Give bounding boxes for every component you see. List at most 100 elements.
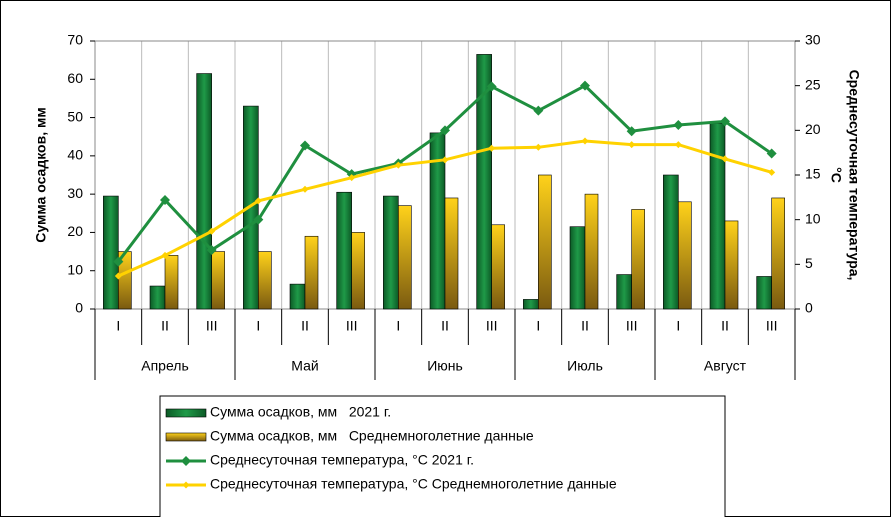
bar [771, 197, 785, 310]
marker [301, 185, 309, 193]
marker [182, 481, 190, 489]
bar [351, 232, 365, 310]
x-tick-label: III [626, 318, 638, 334]
marker [253, 214, 264, 225]
x-group-label: Июль [567, 358, 603, 374]
y2-tick-label: 25 [805, 76, 821, 92]
y-tick-label: 10 [67, 261, 83, 277]
x-tick-label: III [766, 318, 778, 334]
y-tick-label: 60 [67, 70, 83, 86]
marker [181, 456, 191, 466]
y2-tick-label: 20 [805, 121, 821, 137]
legend [159, 395, 726, 522]
marker [160, 195, 170, 206]
x-group-label: Май [291, 358, 318, 374]
x-tick-label: II [301, 318, 309, 334]
marker [581, 137, 589, 145]
x-tick-label: I [676, 318, 680, 334]
bar [569, 226, 586, 310]
marker [720, 116, 730, 127]
bar [538, 174, 552, 310]
marker [628, 141, 636, 149]
legend-label: Сумма осадков, мм 2021 г. [210, 404, 391, 420]
bar [164, 255, 179, 310]
legend-swatch [165, 432, 207, 442]
bar [756, 276, 772, 310]
bar [289, 283, 306, 310]
marker [626, 126, 637, 137]
legend-label: Среднесуточная температура, °С 2021 г. [210, 452, 474, 468]
marker [394, 161, 402, 169]
marker [254, 197, 262, 205]
bar [663, 174, 679, 310]
marker [488, 144, 496, 152]
bar [616, 274, 632, 310]
x-tick-label: II [441, 318, 449, 334]
x-tick-label: III [486, 318, 498, 334]
y-tick-label: 50 [67, 108, 83, 124]
marker [206, 245, 217, 256]
marker [161, 251, 169, 259]
marker [721, 155, 729, 163]
y-tick-label: 40 [67, 147, 83, 163]
y-tick-label: 30 [67, 185, 83, 201]
bar [383, 195, 399, 310]
x-tick-label: III [346, 318, 358, 334]
marker [113, 256, 124, 267]
x-tick-label: II [581, 318, 589, 334]
bar [444, 197, 459, 310]
marker [768, 168, 776, 176]
x-tick-label: II [161, 318, 169, 334]
bar [631, 209, 645, 310]
bar [523, 299, 539, 310]
marker [441, 156, 449, 164]
x-tick-label: III [206, 318, 218, 334]
x-tick-label: II [721, 318, 729, 334]
bar [196, 73, 212, 310]
bar [724, 220, 739, 310]
marker [486, 81, 497, 92]
bar [211, 251, 225, 310]
marker [673, 119, 684, 130]
bar [149, 285, 166, 310]
bar [304, 235, 319, 310]
legend-label: Среднесуточная температура, °С Среднемно… [210, 476, 617, 492]
y2-tick-label: 30 [805, 32, 821, 48]
marker [348, 174, 356, 182]
legend-swatch [165, 408, 207, 418]
marker [534, 143, 542, 151]
bar [476, 54, 492, 310]
x-group-label: Апрель [141, 358, 189, 374]
x-tick-label: I [536, 318, 540, 334]
marker [208, 227, 216, 235]
y-tick-label: 70 [67, 32, 83, 48]
y2-axis-label: °С [828, 167, 844, 183]
x-group-label: Август [704, 358, 747, 374]
marker [533, 105, 544, 116]
bar [336, 191, 352, 310]
bar [678, 201, 692, 310]
bar [398, 205, 412, 310]
bar [491, 224, 505, 310]
y2-tick-label: 0 [805, 300, 813, 316]
x-tick-label: I [396, 318, 400, 334]
marker [114, 272, 122, 280]
legend-label: Сумма осадков, мм Среднемноголетние данн… [210, 428, 534, 444]
y2-tick-label: 15 [805, 166, 821, 182]
bar [103, 195, 119, 310]
bar [584, 193, 599, 310]
bar [709, 123, 726, 310]
y2-axis-label: Среднесуточная температура, [846, 70, 862, 281]
marker [674, 141, 682, 149]
marker [766, 148, 777, 159]
marker [300, 140, 310, 151]
y-tick-label: 0 [75, 300, 83, 316]
x-tick-label: I [256, 318, 260, 334]
y2-tick-label: 5 [805, 255, 813, 271]
x-group-label: Июнь [427, 358, 463, 374]
bar [258, 251, 272, 310]
y2-tick-label: 10 [805, 210, 821, 226]
marker [440, 125, 450, 136]
marker [580, 80, 590, 91]
